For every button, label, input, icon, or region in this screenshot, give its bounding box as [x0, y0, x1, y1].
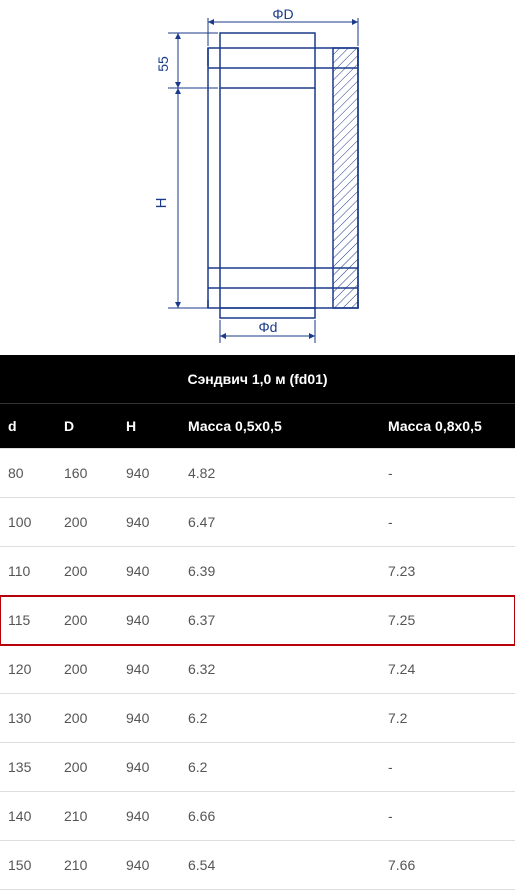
table-row: 801609404.82-: [0, 449, 515, 498]
table-cell: 6.37: [180, 596, 380, 645]
table-row: 1002009406.47-: [0, 498, 515, 547]
table-title: Сэндвич 1,0 м (fd01): [0, 355, 515, 404]
table-cell: 7.66: [380, 841, 515, 890]
table-cell: 940: [118, 498, 180, 547]
table-cell: 6.47: [180, 498, 380, 547]
table-cell: 210: [56, 792, 118, 841]
table-row: 1152009406.377.25: [0, 596, 515, 645]
table-cell: 6.2: [180, 694, 380, 743]
col-d: d: [0, 404, 56, 449]
label-H: H: [153, 197, 170, 208]
label-phiD: ΦD: [272, 8, 293, 22]
table-cell: 940: [118, 841, 180, 890]
table-cell: 6.54: [180, 841, 380, 890]
table-cell: 135: [0, 743, 56, 792]
col-m1: Масса 0,5х0,5: [180, 404, 380, 449]
table-cell: -: [380, 498, 515, 547]
table-cell: 6.32: [180, 645, 380, 694]
table-cell: 160: [56, 449, 118, 498]
table-cell: 940: [118, 694, 180, 743]
table-title-row: Сэндвич 1,0 м (fd01): [0, 355, 515, 404]
table-cell: 120: [0, 645, 56, 694]
table-cell: 7.2: [380, 694, 515, 743]
table-row: 1202009406.327.24: [0, 645, 515, 694]
table-cell: -: [380, 743, 515, 792]
table-cell: 940: [118, 449, 180, 498]
table-row: 1352009406.2-: [0, 743, 515, 792]
table-row: 1102009406.397.23: [0, 547, 515, 596]
table-cell: 200: [56, 645, 118, 694]
table-cell: 115: [0, 596, 56, 645]
table-cell: 940: [118, 743, 180, 792]
col-D: D: [56, 404, 118, 449]
pipe-diagram-svg: ΦD 55 H Φd: [108, 8, 408, 353]
table-row: 1302009406.27.2: [0, 694, 515, 743]
table-cell: 200: [56, 547, 118, 596]
table-cell: -: [380, 792, 515, 841]
table-cell: 6.2: [180, 743, 380, 792]
table-cell: 7.23: [380, 547, 515, 596]
col-H: H: [118, 404, 180, 449]
technical-diagram: ΦD 55 H Φd: [0, 0, 515, 355]
label-55: 55: [155, 56, 171, 72]
table-cell: 940: [118, 547, 180, 596]
table-cell: 7.25: [380, 596, 515, 645]
table-cell: 200: [56, 743, 118, 792]
table-cell: 200: [56, 694, 118, 743]
table-cell: 940: [118, 596, 180, 645]
table-cell: 140: [0, 792, 56, 841]
table-cell: 940: [118, 792, 180, 841]
table-body: 801609404.82-1002009406.47-1102009406.39…: [0, 449, 515, 890]
table-cell: 110: [0, 547, 56, 596]
col-m2: Масса 0,8х0,5: [380, 404, 515, 449]
label-phid: Φd: [258, 319, 277, 335]
table-cell: 6.39: [180, 547, 380, 596]
table-cell: 940: [118, 645, 180, 694]
spec-table: Сэндвич 1,0 м (fd01) d D H Масса 0,5х0,5…: [0, 355, 515, 890]
table-cell: 130: [0, 694, 56, 743]
table-cell: 6.66: [180, 792, 380, 841]
table-cell: 7.24: [380, 645, 515, 694]
table-cell: 150: [0, 841, 56, 890]
table-cell: 4.82: [180, 449, 380, 498]
table-cell: 200: [56, 498, 118, 547]
table-header-row: d D H Масса 0,5х0,5 Масса 0,8х0,5: [0, 404, 515, 449]
table-cell: 210: [56, 841, 118, 890]
table-cell: 100: [0, 498, 56, 547]
table-cell: 200: [56, 596, 118, 645]
table-cell: -: [380, 449, 515, 498]
table-row: 1402109406.66-: [0, 792, 515, 841]
table-cell: 80: [0, 449, 56, 498]
table-row: 1502109406.547.66: [0, 841, 515, 890]
